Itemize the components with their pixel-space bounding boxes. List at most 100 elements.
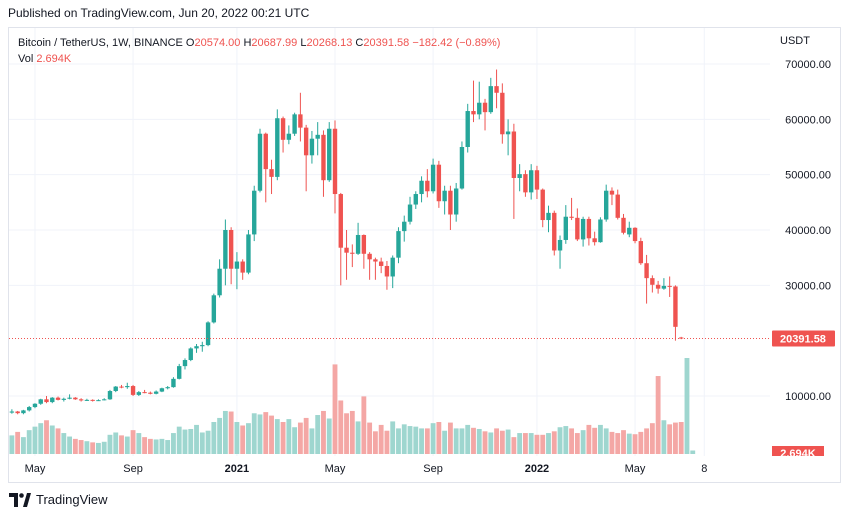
candle [275,109,280,181]
volume-bar [413,426,419,454]
legend-row-volume: Vol 2.694K [18,52,500,67]
candle [234,252,240,290]
candle [609,187,615,206]
candle [425,169,430,198]
volume-bar [269,415,274,454]
candle [257,128,263,193]
volume-bar [130,430,136,454]
candle [223,219,228,286]
volume-bar [240,425,246,454]
volume-bar [176,426,182,454]
volume-label[interactable]: Vol [18,53,34,65]
volume-bar [632,434,638,454]
volume-bar [494,428,499,454]
volume-bar [297,422,303,454]
time-tick-label: 8 [701,463,707,475]
candle [436,160,442,208]
volume-bar [78,440,84,454]
volume-bar [257,414,263,454]
price-axis[interactable]: USDT 70000.00 60000.00 50000.00 40000.00 3000… [772,35,835,460]
time-tick-label: 2021 [225,463,249,475]
volume-bar [453,428,459,454]
candle [355,222,361,255]
candle [177,363,182,380]
volume-bar [361,396,367,454]
candle [148,391,153,395]
currency-label: USDT [780,35,810,47]
volume-bar [26,430,32,454]
time-tick-label: Sep [423,463,443,475]
candle [407,196,413,225]
candle [292,112,297,136]
candle [638,237,644,265]
volume-bar [67,436,73,454]
candle [563,205,568,244]
candle [309,130,315,164]
candle [188,347,193,362]
candle [240,259,245,280]
candle [592,231,597,246]
candle [327,122,332,182]
candle [396,227,401,264]
volume-bar [222,410,228,454]
tradingview-footer[interactable]: TradingView [9,492,108,507]
change-value: −182.42 (−0.89%) [412,37,501,49]
candle [471,80,476,123]
volume-bar [292,427,298,454]
candle [552,210,557,256]
candle [673,285,678,341]
candle [569,197,574,221]
candle [165,386,170,390]
candle [84,398,90,401]
volume-bar [574,433,580,454]
price-tick-label: 30000.00 [785,280,831,292]
volume-bar [344,413,349,454]
volume-bar [194,424,199,454]
volume-bar [586,424,592,454]
volume-bar [280,422,286,454]
candle [644,254,649,304]
volume-bar [390,421,396,454]
candle [511,123,517,219]
close-label: C [355,37,364,49]
low-value: 20268.13 [306,37,353,49]
candle [321,130,326,197]
candle [263,132,268,203]
price-tick-label: 70000.00 [785,59,831,71]
candle [50,397,55,404]
symbol-label[interactable]: Bitcoin / TetherUS, 1W, BINANCE [18,37,183,49]
candle [655,280,661,294]
volume-bar [286,419,292,454]
volume-bar [528,433,534,454]
volume-bar [188,428,194,454]
candle [125,382,130,389]
candle [21,409,26,415]
volume-bar [626,433,632,454]
legend-row-ohlc: Bitcoin / TetherUS, 1W, BINANCE O20574.0… [18,36,500,51]
candle [402,215,407,242]
candle [598,217,603,243]
volume-bar [384,430,390,454]
volume-bar [482,431,488,454]
high-label: H [243,37,252,49]
volume-bar [465,424,471,454]
volume-bar [159,438,165,454]
volume-bar [38,423,44,454]
volume-bar [107,434,113,454]
candle [38,398,43,405]
volume-bar [609,431,615,454]
volume-bar [263,412,269,454]
candle [627,221,632,238]
volume-bar [315,415,321,454]
volume-bar [569,428,574,454]
low-label: L [300,37,307,49]
candle [505,119,511,156]
published-caption: Published on TradingView.com, Jun 20, 20… [8,6,310,20]
brand-name: TradingView [36,492,108,507]
candle [159,387,165,393]
time-tick-label: 2022 [525,463,549,475]
time-axis[interactable]: May Sep 2021 May Sep 2022 May 8 [25,463,708,475]
volume-bar [332,364,338,454]
volume-bar [326,418,332,454]
